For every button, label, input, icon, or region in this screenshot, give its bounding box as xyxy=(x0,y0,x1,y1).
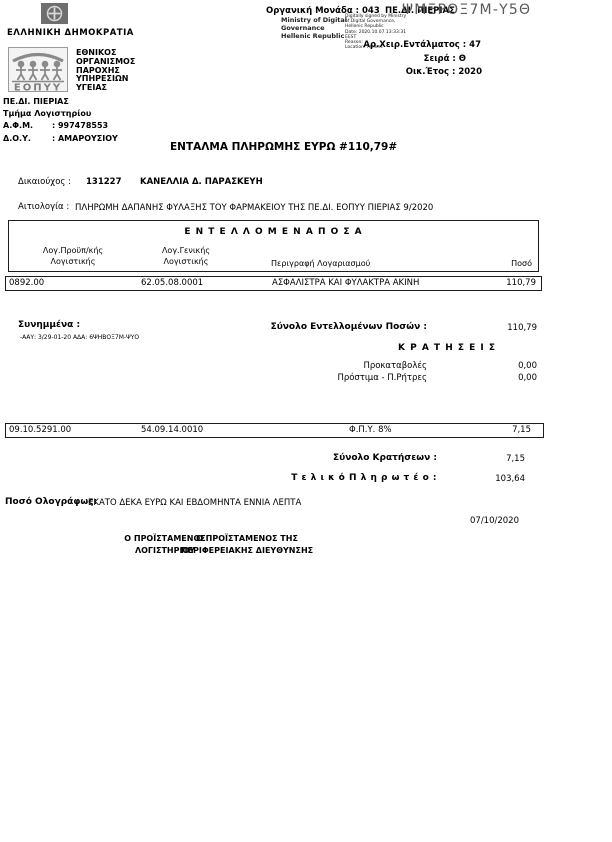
afm-value: : 997478553 xyxy=(52,121,109,130)
attachment-item: -ΑΑΥ: 3/29-01-20 ΑΔΑ: 6ΨΗΒΟΞ7Μ-ΨΥΟ xyxy=(20,334,140,341)
org-name-line: ΥΓΕΙΑΣ xyxy=(76,83,107,93)
stamp-line: EEST xyxy=(345,34,357,40)
beneficiary-code: 131227 xyxy=(86,177,122,187)
deductions-total-label: Σύνολο Κρατήσεων : xyxy=(332,453,437,463)
eopyy-logo: ΕΟΠΥΥ xyxy=(8,47,68,96)
eopyy-logo-text: ΕΟΠΥΥ xyxy=(14,83,62,93)
stamp-line: Date: 2020.10.07 13:33:31 xyxy=(345,29,407,35)
penalties-value: 0,00 xyxy=(518,373,537,383)
signature-right-line1: Ο ΠΡΟΪΣΤΑΜΕΝΟΣ ΤΗΣ xyxy=(196,534,298,543)
column-general-account-line2: Λογιστικής xyxy=(163,257,209,266)
column-general-account: Λογ.Γενικής Λογιστικής xyxy=(127,245,245,267)
republic-title: ΕΛΛΗΝΙΚΗ ΔΗΜΟΚΡΑΤΙΑ xyxy=(7,28,134,38)
doy-label: Δ.Ο.Υ. xyxy=(3,134,31,143)
attachments-label: Συνημμένα : xyxy=(18,320,81,330)
digital-signature-stamp: Digitally signed by Ministry of Digital … xyxy=(345,14,406,50)
column-description: Περιγραφή Λογαριασμού xyxy=(271,259,371,268)
beneficiary-name: ΚΑΝΕΛΛΙΑ Δ. ΠΑΡΑΣΚΕΥΗ xyxy=(140,177,263,187)
beneficiary-label: Δικαιούχος : xyxy=(18,177,71,187)
penalties-label: Πρόστιμα - Π.Ρήτρες xyxy=(337,373,427,383)
org-name-line: ΥΠΗΡΕΣΙΩΝ xyxy=(76,74,129,84)
organization-name: ΕΘΝΙΚΟΣ ΟΡΓΑΝΙΣΜΟΣ ΠΑΡΟΧΗΣ ΥΠΗΡΕΣΙΩΝ ΥΓΕ… xyxy=(76,48,136,93)
ministry-signature-block: Ministry of Digital Governance Hellenic … xyxy=(281,16,347,40)
deductions-total-value: 7,15 xyxy=(506,454,525,464)
column-budget-account: Λογ.Προϋπ/κής Λογιστικής xyxy=(14,245,132,267)
series: Σειρά : Θ xyxy=(423,54,466,64)
signature-right-line2: ΠΕΡΙΦΕΡΕΙΑΚΗΣ ΔΙΕΥΘΥΝΣΗΣ xyxy=(180,546,314,555)
column-budget-account-line2: Λογιστικής xyxy=(50,257,96,266)
amounts-table-header-box: Ε Ν Τ Ε Λ Λ Ο Μ Ε Ν Α Π Ο Σ Α Λογ.Προϋπ/… xyxy=(8,220,539,272)
signature-left: Ο ΠΡΟΪΣΤΑΜΕΝΟΣ ΛΟΓΙΣΤΗΡΙΟΥ xyxy=(110,533,220,557)
ordered-total-value: 110,79 xyxy=(507,323,537,333)
amount-in-words-label: Ποσό Ολογράφως: xyxy=(5,497,98,507)
final-payable-value: 103,64 xyxy=(495,474,525,484)
justification-label: Αιτιολογία : xyxy=(18,202,70,212)
final-payable-label: Τ ε λ ι κ ό Π λ η ρ ω τ έ ο : xyxy=(291,473,437,483)
warrant-number: Αρ.Χειρ.Εντάλματος : 47 xyxy=(363,40,481,50)
ministry-line: Hellenic Republic xyxy=(281,32,345,40)
amounts-table-row: 0892.00 62.05.08.0001 ΑΣΦΑΛΙΣΤΡΑ ΚΑΙ ΦΥΛ… xyxy=(5,276,542,291)
document-title: ΕΝΤΑΛΜΑ ΠΛΗΡΩΜΗΣ ΕΥΡΩ #110,79# xyxy=(170,141,398,153)
org-name-line: ΕΘΝΙΚΟΣ xyxy=(76,48,117,57)
stamp-line: Hellenic Republic xyxy=(345,24,384,30)
ordered-total-label: Σύνολο Εντελλομένων Ποσών : xyxy=(270,322,427,332)
ministry-line: Governance xyxy=(281,24,325,32)
doy-value: : ΑΜΑΡΟΥΣΙΟΥ xyxy=(52,134,118,143)
org-name-line: ΠΑΡΟΧΗΣ xyxy=(76,65,120,75)
deduction-description: Φ.Π.Υ. 8% xyxy=(349,425,392,435)
signature-left-line2: ΛΟΓΙΣΤΗΡΙΟΥ xyxy=(134,546,196,555)
stamp-line: Digitally signed by Ministry xyxy=(345,14,407,19)
deductions-table-row: 09.10.5291.00 54.09.14.0010 Φ.Π.Υ. 8% 7,… xyxy=(5,423,544,438)
hellenic-republic-emblem-icon xyxy=(41,3,68,28)
deduction-budget-account: 09.10.5291.00 xyxy=(9,425,72,435)
stamp-line: of Digital Governance, xyxy=(345,19,396,25)
ada-code: ΨΜΞΡΟΞ7Μ-Υ5Θ xyxy=(402,2,532,18)
amounts-table-title: Ε Ν Τ Ε Λ Λ Ο Μ Ε Ν Α Π Ο Σ Α xyxy=(184,227,363,237)
deduction-general-account: 54.09.14.0010 xyxy=(141,425,204,435)
amount-in-words: ΕΚΑΤΟ ΔΕΚΑ ΕΥΡΩ ΚΑΙ ΕΒΔΟΜΗΝΤΑ ΕΝΝΙΑ ΛΕΠΤ… xyxy=(88,498,302,508)
column-amount: Ποσό xyxy=(511,259,532,268)
ministry-line: Ministry of Digital xyxy=(281,16,348,24)
organic-unit: Οργανική Μονάδα : 043 xyxy=(266,6,380,16)
row-amount: 110,79 xyxy=(506,278,536,288)
signature-right: Ο ΠΡΟΪΣΤΑΜΕΝΟΣ ΤΗΣ ΠΕΡΙΦΕΡΕΙΑΚΗΣ ΔΙΕΥΘΥΝ… xyxy=(177,533,317,557)
stamp-line: Location: Athens xyxy=(345,45,383,51)
deductions-title: Κ Ρ Α Τ Η Σ Ε Ι Σ xyxy=(398,343,497,353)
column-budget-account-line1: Λογ.Προϋπ/κής xyxy=(42,246,104,255)
org-name-line: ΟΡΓΑΝΙΣΜΟΣ xyxy=(76,56,136,66)
row-description: ΑΣΦΑΛΙΣΤΡΑ ΚΑΙ ΦΥΛΑΚΤΡΑ ΑΚΙΝΗ xyxy=(272,278,420,288)
row-budget-account: 0892.00 xyxy=(9,278,45,288)
justification-text: ΠΛΗΡΩΜΗ ΔΑΠΑΝΗΣ ΦΥΛΑΞΗΣ ΤΟΥ ΦΑΡΜΑΚΕΙΟΥ Τ… xyxy=(75,203,434,213)
advances-label: Προκαταβολές xyxy=(363,361,427,371)
regional-unit: ΠΕ.ΔΙ. ΠΙΕΡΙΑΣ xyxy=(3,97,69,106)
row-general-account: 62.05.08.0001 xyxy=(141,278,204,288)
column-general-account-line1: Λογ.Γενικής xyxy=(161,246,211,255)
document-date: 07/10/2020 xyxy=(470,516,519,526)
signature-left-line1: Ο ΠΡΟΪΣΤΑΜΕΝΟΣ xyxy=(124,534,206,543)
department: Τμήμα Λογιστηρίου xyxy=(3,109,92,118)
fiscal-year: Οικ.Έτος : 2020 xyxy=(405,67,482,77)
afm-label: Α.Φ.Μ. xyxy=(3,121,34,130)
deduction-amount: 7,15 xyxy=(512,425,531,435)
advances-value: 0,00 xyxy=(518,361,537,371)
unit-name-right: ΠΕ.ΔΙ. ΠΙΕΡΙΑΣ xyxy=(385,6,455,16)
stamp-line: Reason: xyxy=(345,40,363,46)
